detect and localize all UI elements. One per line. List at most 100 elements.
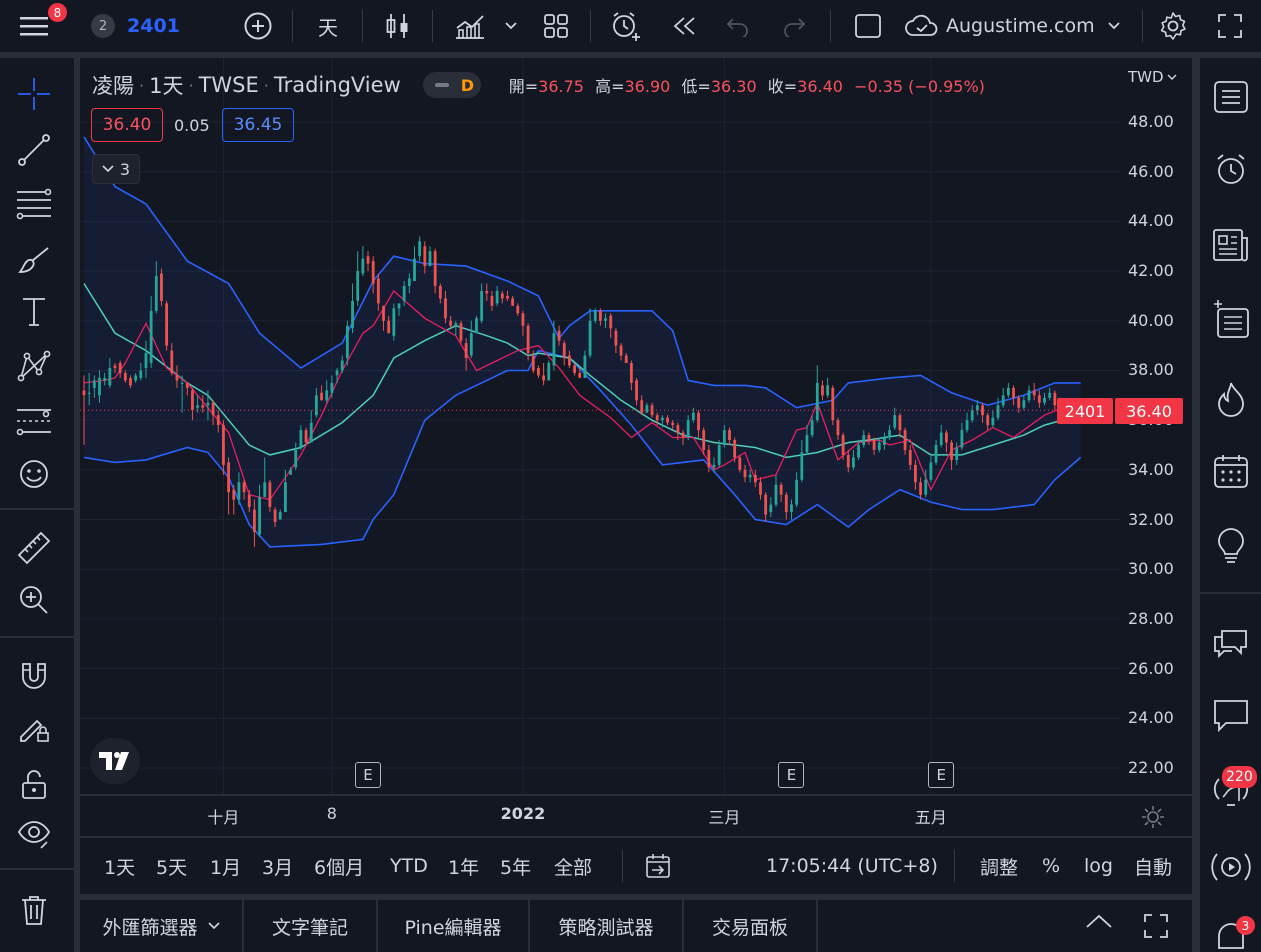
ideas-button[interactable] bbox=[1210, 526, 1252, 568]
watchlist-button[interactable] bbox=[1210, 76, 1252, 118]
calendar-button[interactable] bbox=[1210, 450, 1252, 492]
replay-button[interactable] bbox=[664, 0, 704, 52]
candle bbox=[309, 410, 313, 443]
candle bbox=[924, 469, 928, 498]
range-button[interactable]: 全部 bbox=[554, 856, 593, 879]
candle bbox=[975, 400, 979, 416]
tradingview-logo[interactable] bbox=[90, 738, 140, 784]
clock-label[interactable]: 17:05:44 (UTC+8) bbox=[766, 855, 938, 877]
hotlists-button[interactable] bbox=[1210, 378, 1252, 420]
account-layout-button[interactable]: Augustime.com bbox=[904, 0, 1130, 52]
news-button[interactable] bbox=[1210, 224, 1252, 266]
measure-tool[interactable] bbox=[14, 528, 54, 568]
alert-button[interactable] bbox=[606, 0, 646, 52]
candle bbox=[320, 385, 323, 401]
hide-drawings-tool[interactable] bbox=[14, 814, 54, 854]
range-button[interactable]: 3月 bbox=[262, 856, 294, 879]
indicators-dropdown[interactable] bbox=[500, 0, 522, 52]
minds-button[interactable] bbox=[1210, 694, 1252, 736]
timezone-settings-button[interactable] bbox=[1140, 804, 1166, 830]
candle bbox=[314, 387, 318, 418]
fullscreen-button[interactable] bbox=[1210, 0, 1250, 52]
bottom-panel-tabs: 外匯篩選器 文字筆記 Pine編輯器 策略測試器 交易面板 bbox=[80, 900, 1192, 952]
range-button[interactable]: 1月 bbox=[210, 856, 242, 879]
candle bbox=[908, 445, 912, 470]
symbol-search-button[interactable]: 2 2401 bbox=[88, 0, 184, 52]
tab-strategy-tester[interactable]: 策略測試器 bbox=[530, 900, 684, 952]
tab-forex-screener[interactable]: 外匯篩選器 bbox=[80, 900, 244, 952]
candle bbox=[139, 363, 143, 381]
log-toggle[interactable]: log bbox=[1084, 855, 1113, 877]
buy-button[interactable]: 36.45 bbox=[222, 108, 294, 142]
tab-text-notes[interactable]: 文字筆記 bbox=[244, 900, 378, 952]
settings-button[interactable] bbox=[1152, 0, 1194, 52]
fib-tool[interactable] bbox=[14, 184, 54, 224]
alerts-button[interactable] bbox=[1210, 148, 1252, 190]
candle bbox=[500, 290, 504, 304]
legend-source: TradingView bbox=[273, 73, 401, 97]
candle bbox=[464, 338, 468, 371]
remove-drawings-tool[interactable] bbox=[14, 890, 54, 930]
range-button[interactable]: 5年 bbox=[500, 856, 532, 879]
auto-toggle[interactable]: 自動 bbox=[1134, 856, 1173, 879]
range-button[interactable]: 6個月 bbox=[314, 856, 365, 879]
adjust-toggle[interactable]: 調整 bbox=[980, 856, 1019, 879]
news-icon bbox=[1213, 229, 1248, 262]
lock-drawing-tool[interactable] bbox=[14, 708, 54, 748]
percent-toggle[interactable]: % bbox=[1042, 855, 1061, 877]
data-window-button[interactable] bbox=[1210, 298, 1252, 340]
text-tool[interactable] bbox=[14, 292, 54, 332]
collapse-panel-button[interactable] bbox=[1084, 912, 1118, 940]
chart-pane[interactable]: 凌陽 · 1天 · TWSE · TradingView D 開=36.75 高… bbox=[80, 58, 1192, 836]
candle bbox=[185, 382, 189, 396]
candle bbox=[273, 507, 277, 527]
trend-line-tool[interactable] bbox=[14, 130, 54, 170]
zoom-tool[interactable] bbox=[14, 580, 54, 620]
range-button[interactable]: 5天 bbox=[156, 856, 188, 879]
market-status-toggle[interactable]: D bbox=[422, 72, 481, 98]
candle bbox=[852, 449, 855, 470]
compare-symbol-button[interactable] bbox=[238, 0, 278, 52]
crosshair-tool[interactable] bbox=[14, 74, 54, 114]
candle bbox=[154, 261, 158, 314]
earnings-marker[interactable]: E bbox=[355, 762, 382, 788]
lock-all-tool[interactable] bbox=[14, 764, 54, 804]
icon-tool[interactable] bbox=[14, 454, 54, 494]
indicators-button[interactable] bbox=[450, 0, 490, 52]
notifications-badge: 3 bbox=[1236, 916, 1255, 935]
chart-type-button[interactable] bbox=[380, 0, 416, 52]
price-tick-label: 48.00 bbox=[1128, 112, 1174, 131]
rewind-icon bbox=[673, 17, 695, 35]
candle bbox=[180, 375, 184, 413]
candle bbox=[929, 454, 933, 483]
tab-trading-panel[interactable]: 交易面板 bbox=[684, 900, 818, 952]
range-button[interactable]: 1天 bbox=[104, 856, 136, 879]
brush-tool[interactable] bbox=[14, 240, 54, 280]
goto-date-button[interactable] bbox=[644, 838, 672, 894]
sell-button[interactable]: 36.40 bbox=[91, 108, 163, 142]
tab-pine-editor[interactable]: Pine編輯器 bbox=[378, 900, 530, 952]
candle bbox=[702, 427, 706, 455]
range-button[interactable]: YTD bbox=[390, 855, 428, 877]
notifications-button[interactable] bbox=[1210, 916, 1252, 952]
layouts-button[interactable] bbox=[536, 0, 576, 52]
fullscreen-chart-button[interactable] bbox=[848, 0, 888, 52]
candle bbox=[764, 492, 768, 523]
main-menu-button[interactable] bbox=[12, 0, 56, 52]
range-button[interactable]: 1年 bbox=[448, 856, 480, 879]
chats-button[interactable] bbox=[1210, 622, 1252, 664]
forecast-tool[interactable] bbox=[14, 400, 54, 440]
undo-button[interactable] bbox=[718, 0, 758, 52]
redo-button[interactable] bbox=[774, 0, 814, 52]
maximize-panel-button[interactable] bbox=[1142, 912, 1172, 942]
earnings-marker[interactable]: E bbox=[778, 762, 805, 788]
indicators-collapse-button[interactable]: 3 bbox=[92, 154, 140, 184]
help-button[interactable] bbox=[1210, 846, 1252, 888]
currency-selector[interactable]: TWD bbox=[1128, 68, 1177, 86]
earnings-marker[interactable]: E bbox=[928, 762, 955, 788]
symbol-name[interactable]: 凌陽 bbox=[92, 74, 134, 98]
candle bbox=[883, 432, 886, 450]
interval-button[interactable]: 天 bbox=[318, 15, 338, 40]
magnet-tool[interactable] bbox=[14, 656, 54, 696]
pattern-tool[interactable] bbox=[14, 346, 54, 386]
